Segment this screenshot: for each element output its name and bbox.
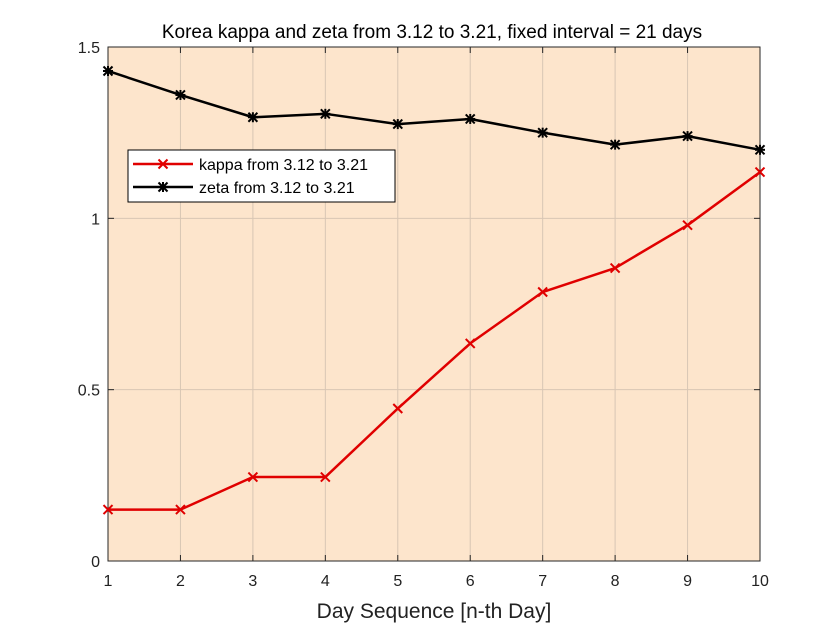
x-tick-label: 5: [393, 573, 402, 590]
data-point-kappa: [537, 286, 548, 298]
x-tick-label: 4: [321, 573, 330, 590]
x-axis-label: Day Sequence [n-th Day]: [317, 600, 552, 623]
y-tick-label: 0.5: [78, 383, 100, 400]
data-point-kappa: [392, 403, 403, 414]
data-point-kappa: [465, 338, 476, 349]
data-point-zeta: [392, 118, 403, 130]
data-point-zeta: [682, 130, 693, 142]
axes-frame: [107, 46, 761, 562]
data-series: [102, 65, 766, 515]
data-point-zeta: [609, 139, 621, 150]
legend: kappa from 3.12 to 3.21 zeta from 3.12 t…: [127, 149, 396, 203]
x-tick-label: 9: [683, 573, 692, 590]
data-point-zeta: [465, 113, 476, 125]
legend-label-zeta: zeta from 3.12 to 3.21: [199, 180, 355, 197]
plot-area: [108, 47, 760, 561]
x-tick-label: 1: [104, 573, 113, 590]
data-point-kappa: [754, 166, 766, 178]
series-line-zeta: [107, 69, 761, 152]
y-tick-label: 0: [91, 554, 100, 571]
legend-marker-kappa: [157, 158, 169, 170]
data-point-zeta: [754, 144, 766, 156]
data-point-kappa: [102, 504, 114, 515]
chart-title: Korea kappa and zeta from 3.12 to 3.21, …: [162, 22, 702, 43]
data-point-kappa: [682, 219, 693, 231]
data-point-kappa: [247, 471, 259, 483]
legend-box: [127, 149, 396, 203]
data-point-zeta: [320, 108, 331, 120]
legend-marker-zeta: [157, 181, 169, 193]
x-tick-label: 6: [466, 573, 475, 590]
series-line-kappa: [108, 171, 761, 511]
axes: 1 2 3 4 5 6 7 8 9 10 0 0.5 1 1.5: [78, 40, 769, 590]
x-tick-label: 7: [538, 573, 547, 590]
x-tick-label: 3: [248, 573, 257, 590]
x-tick-label: 2: [176, 573, 185, 590]
data-point-kappa: [609, 262, 621, 274]
x-tick-label: 8: [611, 573, 620, 590]
y-tick-label: 1: [91, 211, 100, 228]
legend-label-kappa: kappa from 3.12 to 3.21: [199, 157, 368, 174]
data-point-kappa: [175, 504, 186, 515]
data-point-zeta: [102, 65, 114, 77]
data-point-zeta: [247, 112, 259, 123]
data-point-kappa: [320, 471, 331, 483]
data-point-zeta: [537, 127, 548, 138]
data-point-zeta: [175, 89, 186, 101]
y-tick-label: 1.5: [78, 40, 100, 57]
x-tick-label: 10: [751, 573, 769, 590]
